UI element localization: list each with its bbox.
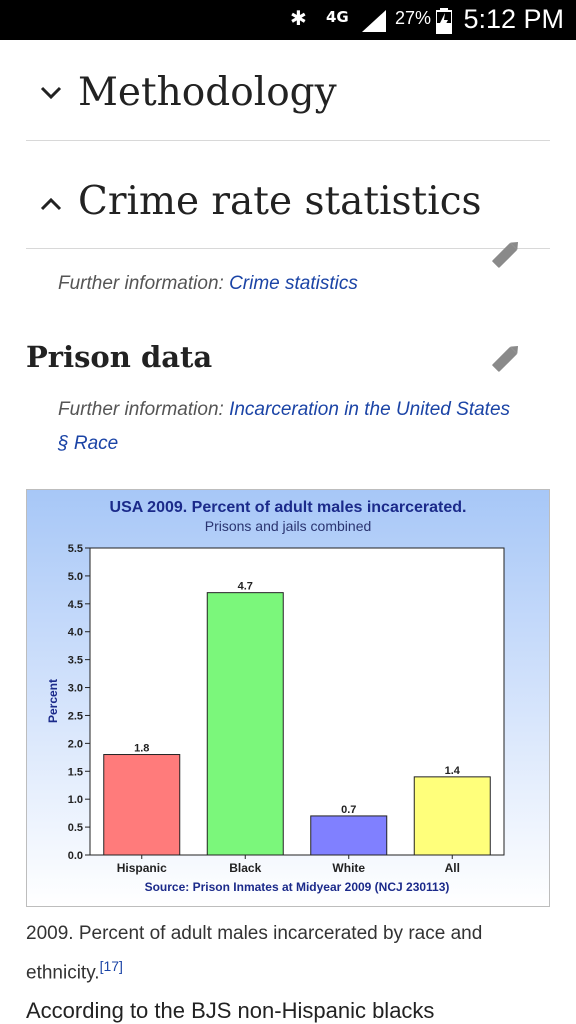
bar-chart: USA 2009. Percent of adult males incarce… — [46, 499, 505, 894]
incarceration-link[interactable]: Incarceration in the United States — [229, 399, 511, 420]
bar-value-label: 1.8 — [134, 743, 149, 755]
signal-icon — [362, 10, 386, 32]
y-tick-label: 0.5 — [68, 822, 83, 834]
chart-title: USA 2009. Percent of adult males incarce… — [110, 499, 467, 516]
x-tick-label: Hispanic — [117, 861, 167, 875]
y-tick-label: 5.5 — [68, 543, 83, 555]
bar-hispanic — [103, 754, 181, 856]
y-tick-label: 2.0 — [68, 738, 83, 750]
y-tick-label: 5.0 — [68, 571, 83, 583]
x-tick-label: All — [445, 861, 460, 875]
battery-percent: 27% — [395, 8, 432, 28]
section-crime-rate-statistics[interactable]: Crime rate statistics — [26, 140, 550, 249]
chevron-down-icon — [40, 86, 62, 100]
y-tick-label: 3.0 — [68, 683, 83, 695]
edit-pencil-icon[interactable] — [488, 236, 524, 272]
section-title: Crime rate statistics — [78, 179, 482, 224]
chevron-up-icon — [40, 197, 62, 211]
chart-figure[interactable]: USA 2009. Percent of adult males incarce… — [26, 489, 550, 907]
y-tick-label: 4.0 — [68, 627, 83, 639]
y-tick-label: 1.0 — [68, 794, 83, 806]
x-tick-label: White — [332, 861, 365, 875]
y-tick-label: 4.5 — [68, 599, 83, 611]
article-paragraph: According to the BJS non-Hispanic blacks — [26, 998, 435, 1023]
bar-all — [413, 776, 491, 856]
section-methodology[interactable]: Methodology — [26, 40, 550, 141]
x-tick-label: Black — [229, 861, 261, 875]
clock: 5:12 PM — [463, 4, 564, 34]
further-info-crime: Further information: Crime statistics — [58, 267, 358, 301]
y-axis-label: Percent — [46, 679, 60, 723]
reference-link[interactable]: [17] — [99, 958, 123, 974]
bluetooth-icon: ✱ — [290, 6, 307, 30]
y-tick-label: 0.0 — [68, 850, 83, 862]
bar-value-label: 1.4 — [445, 765, 461, 777]
bar-black — [206, 592, 284, 856]
section-title: Methodology — [78, 70, 337, 115]
crime-statistics-link[interactable]: Crime statistics — [229, 273, 358, 294]
caption-text: 2009. Percent of adult males incarcerate… — [26, 923, 483, 984]
bar-value-label: 4.7 — [238, 581, 253, 593]
bar-value-label: 0.7 — [341, 804, 356, 816]
edit-pencil-icon[interactable] — [488, 340, 524, 376]
further-info-label: Further information: — [58, 273, 224, 294]
network-type: 4G — [326, 8, 349, 26]
y-tick-label: 3.5 — [68, 655, 83, 667]
bar-white — [310, 815, 388, 856]
battery-charging-icon — [436, 8, 452, 34]
y-tick-label: 2.5 — [68, 710, 83, 722]
race-section-link[interactable]: § Race — [58, 433, 119, 454]
y-tick-label: 1.5 — [68, 766, 83, 778]
status-bar: ✱ 4G 27% 5:12 PM — [0, 0, 576, 40]
prison-data-heading: Prison data — [26, 340, 213, 374]
chart-subtitle: Prisons and jails combined — [205, 518, 372, 534]
chart-source: Source: Prison Inmates at Midyear 2009 (… — [145, 880, 450, 894]
figure-caption: 2009. Percent of adult males incarcerate… — [26, 918, 546, 989]
further-info-prison: Further information: Incarceration in th… — [58, 393, 510, 461]
further-info-label: Further information: — [58, 399, 224, 420]
